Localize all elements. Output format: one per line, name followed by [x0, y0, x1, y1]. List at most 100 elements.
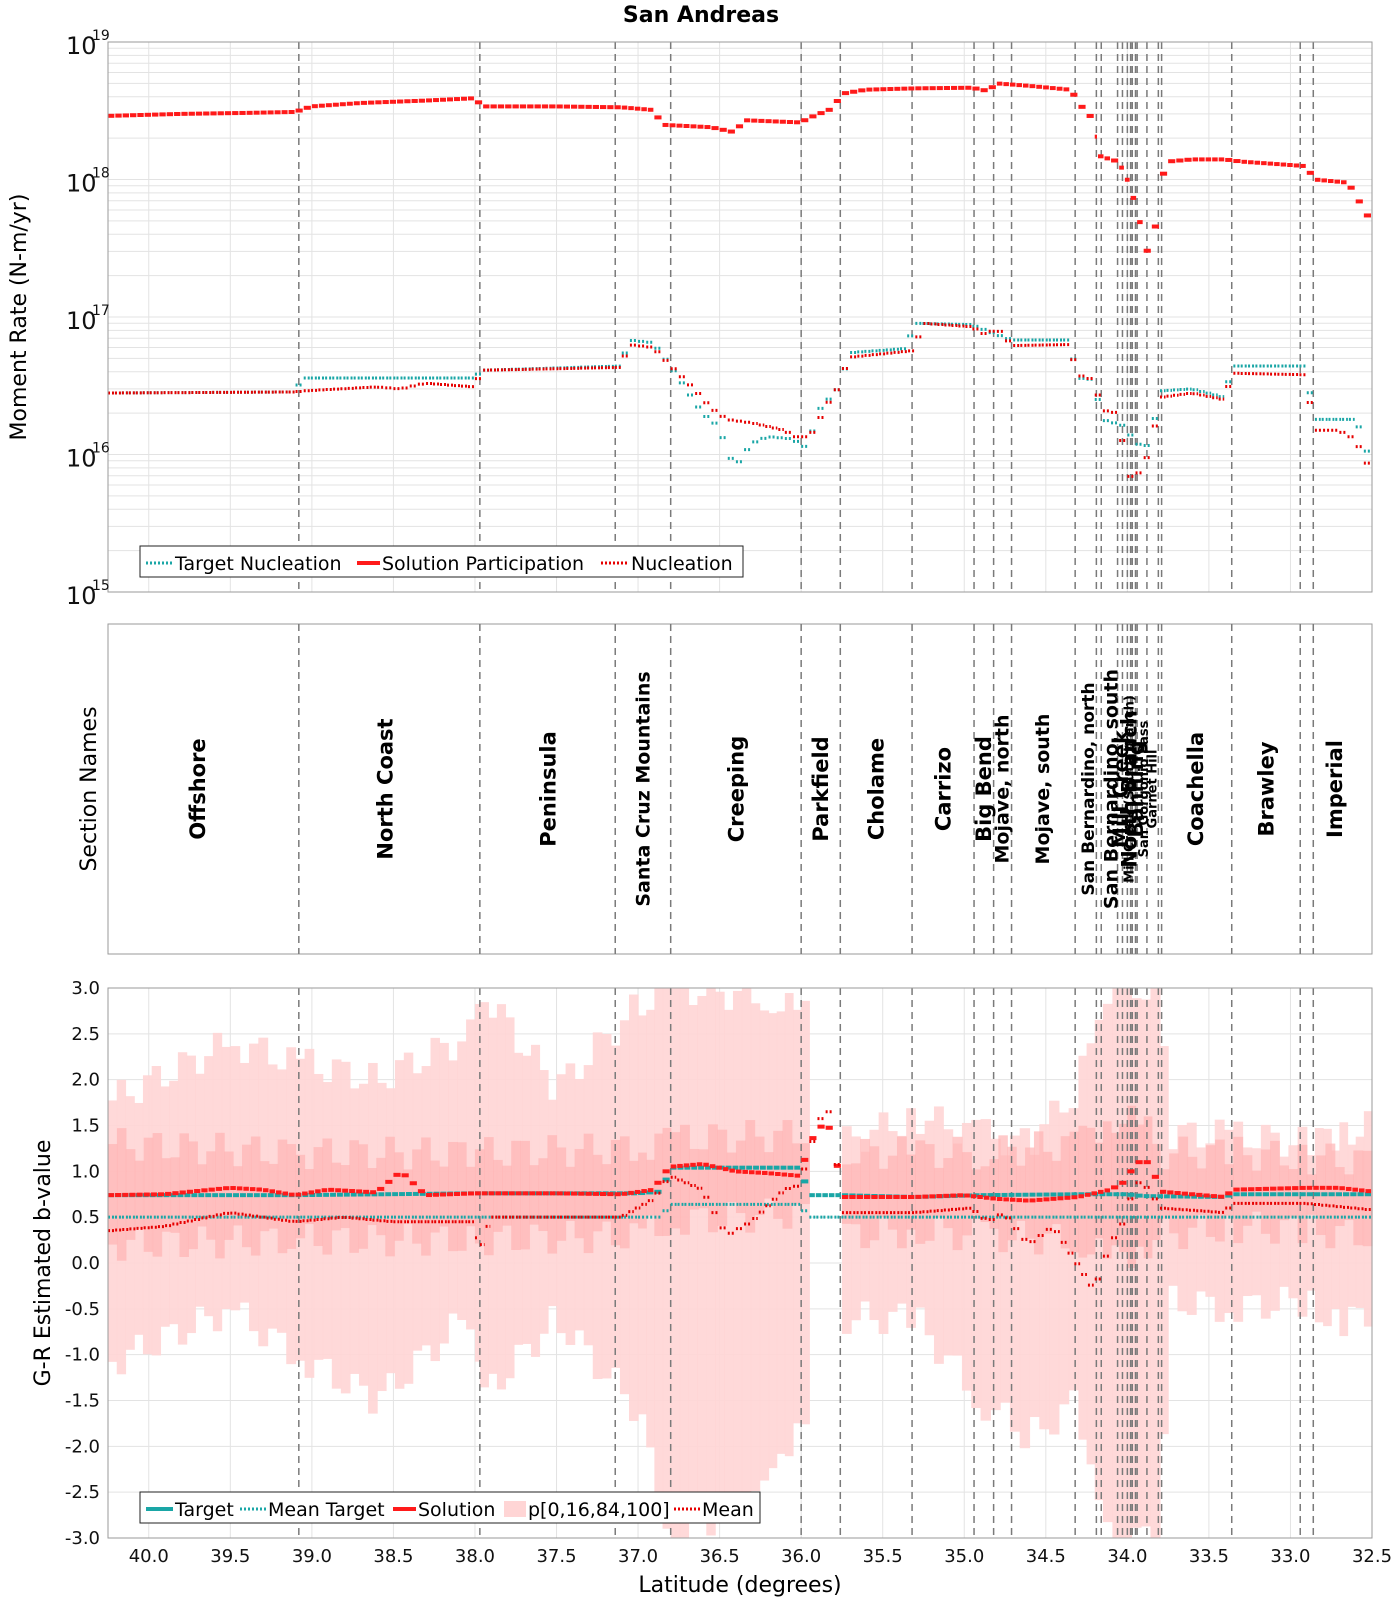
legend-label-mean-target: Mean Target [268, 1499, 385, 1521]
percentile-band-inner [1362, 1150, 1373, 1247]
percentile-band-inner [1353, 1150, 1364, 1246]
percentile-band-outer [961, 1122, 972, 1391]
percentile-band-outer [1150, 988, 1161, 1538]
section-name-label: Mojave, south [1032, 714, 1054, 865]
percentile-band-inner [116, 1128, 127, 1261]
percentile-band-inner [1344, 1174, 1354, 1221]
percentile-band-outer [980, 1119, 991, 1421]
percentile-band-inner [358, 1144, 368, 1249]
percentile-band-outer [776, 1011, 786, 1454]
percentile-band-outer [1121, 988, 1133, 1538]
percentile-band-outer [732, 990, 743, 1511]
percentile-band-outer [1131, 998, 1142, 1528]
percentile-band-inner [1069, 1131, 1080, 1253]
moment-rate-plot-frame [107, 41, 1373, 593]
section-name-labels: Offshore North Coast Peninsula Santa Cruz M… [186, 669, 1347, 909]
section-names-dividers [298, 624, 1315, 954]
percentile-band-inner [1151, 1143, 1161, 1241]
percentile-band-inner [924, 1144, 935, 1241]
y-tick-label: 10 [66, 170, 97, 198]
moment-rate-legend: Target Nucleation Solution Participation… [139, 545, 744, 578]
percentile-band-inner [869, 1146, 880, 1241]
x-tick-label: 35.0 [944, 1546, 984, 1567]
percentile-band-inner [933, 1167, 944, 1218]
percentile-band-inner [367, 1168, 377, 1226]
x-tick-label: 39.5 [210, 1546, 250, 1567]
section-name-label: Creeping [724, 736, 748, 842]
percentile-band-inner [1270, 1140, 1280, 1244]
legend-label-target: Target [174, 1499, 234, 1521]
section-names-panel: Offshore North Coast Peninsula Santa Cruz M… [77, 623, 1373, 955]
percentile-band-inner [1051, 1160, 1062, 1225]
moment-rate-section-dividers [298, 42, 1315, 592]
percentile-band-inner [465, 1166, 476, 1227]
percentile-band-inner [1196, 1168, 1207, 1215]
legend-label-percentile-band: p[0,16,84,100] [528, 1499, 670, 1521]
percentile-band-outer [1049, 1100, 1060, 1435]
percentile-band-inner [484, 1137, 494, 1256]
percentile-band-outer [1019, 1128, 1031, 1449]
percentile-band-inner [493, 1159, 503, 1232]
percentile-band-outer [1339, 1122, 1349, 1337]
percentile-band-inner [754, 1136, 765, 1216]
x-tick-label: 38.5 [373, 1546, 413, 1567]
legend-label-solution-participation: Solution Participation [382, 553, 584, 575]
percentile-band-inner [421, 1137, 431, 1256]
y-tick-label: -0.5 [65, 1299, 100, 1320]
percentile-band-inner [179, 1133, 189, 1257]
percentile-band-outer [662, 988, 672, 1529]
x-tick-label: 34.5 [1026, 1546, 1066, 1567]
section-name-label: Big Bend [972, 736, 996, 842]
percentile-band-inner [915, 1140, 926, 1244]
percentile-band-outer [1288, 1145, 1299, 1299]
percentile-band-outer [1140, 999, 1152, 1527]
section-name-label: Mill Creek (South branch) [1123, 695, 1138, 883]
y-tick-label: 2.5 [71, 1024, 100, 1045]
latitude-x-axis-label: Latitude (degrees) [638, 1573, 841, 1598]
x-tick-label: 33.0 [1270, 1546, 1310, 1567]
b-value-percentile-bands [108, 988, 1373, 1538]
percentile-band-outer [1094, 1019, 1104, 1501]
percentile-band-outer [654, 988, 664, 1504]
percentile-band-inner [1169, 1153, 1179, 1234]
b-value-panel: 3.0 2.5 2.0 1.5 1.0 0.5 0.0 -0.5 -1.0 -1.5 -2.0 -2.… [31, 978, 1392, 1598]
section-name-label: Brawley [1254, 741, 1278, 836]
section-name-label: Imperial [1323, 740, 1347, 838]
percentile-band-outer [801, 1000, 810, 1425]
percentile-band-outer [971, 1119, 982, 1409]
y-tick-exponent: 17 [92, 303, 110, 319]
percentile-band-inner [1135, 1124, 1145, 1247]
percentile-band-outer [841, 1126, 852, 1334]
percentile-band-outer [646, 1009, 655, 1448]
x-tick-label: 40.0 [129, 1546, 169, 1567]
percentile-band-outer [851, 1136, 861, 1321]
y-tick-exponent: 18 [92, 166, 110, 182]
percentile-band-inner [726, 1152, 737, 1203]
percentile-band-inner [887, 1155, 898, 1230]
percentile-band-inner [376, 1157, 386, 1236]
percentile-band-outer [1000, 1155, 1011, 1403]
y-tick-label: 10 [66, 582, 97, 610]
percentile-band-inner [511, 1140, 521, 1250]
percentile-band-inner [1187, 1156, 1198, 1228]
x-tick-label: 37.0 [618, 1546, 658, 1567]
x-tick-label: 36.0 [781, 1546, 821, 1567]
percentile-band-outer [670, 988, 681, 1538]
percentile-band-outer [724, 1009, 734, 1495]
percentile-band-outer [933, 1106, 944, 1364]
percentile-band-outer [750, 1003, 761, 1492]
percentile-band-inner [403, 1169, 413, 1224]
latitude-x-ticks: 40.0 39.5 39.0 38.5 38.0 37.5 37.0 36.5 36.0 35.5… [129, 1546, 1392, 1567]
y-tick-label: 1.5 [71, 1116, 100, 1137]
moment-rate-y-axis-label: Moment Rate (N-m/yr) [7, 194, 32, 441]
section-name-label: Mojave, north [991, 715, 1013, 864]
percentile-band-outer [1251, 1148, 1262, 1296]
percentile-band-inner [394, 1152, 404, 1241]
percentile-band-inner [1316, 1155, 1327, 1236]
y-tick-label: 0.5 [71, 1207, 100, 1228]
percentile-band-inner [646, 1159, 655, 1216]
percentile-band-inner [1159, 1169, 1170, 1219]
percentile-band-inner [1119, 1123, 1128, 1253]
percentile-band-inner [906, 1154, 916, 1230]
percentile-band-outer [759, 1010, 770, 1481]
